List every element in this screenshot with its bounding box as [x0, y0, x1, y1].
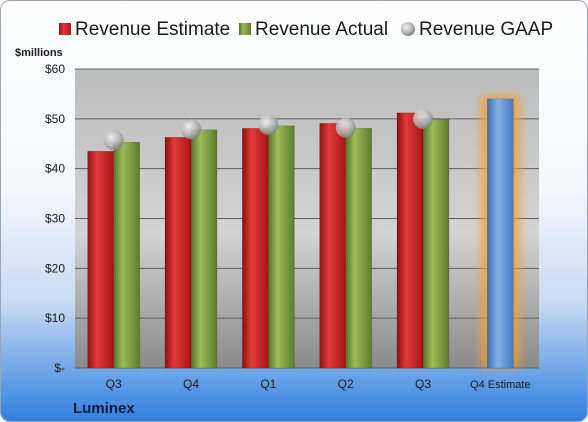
bars [87, 94, 521, 369]
legend-label-revenue-actual: Revenue Actual [255, 19, 388, 40]
x-tick-label: Q4 [183, 377, 199, 391]
revenue-actual-bar [422, 119, 450, 369]
revenue-gaap-marker [181, 119, 201, 140]
revenue-estimate-bar [242, 128, 269, 369]
y-tick-label: $- [54, 361, 65, 375]
legend-item-revenue-estimate: Revenue Estimate [59, 19, 230, 40]
legend-label-revenue-estimate: Revenue Estimate [75, 19, 230, 40]
y-tick-label: $40 [45, 162, 65, 176]
revenue-actual-bar [345, 128, 372, 369]
revenue-estimate-bar [396, 112, 424, 369]
y-tick-labels: $- $10 $20 $30 $40 $50 $60 [45, 62, 65, 375]
gaap-markers [103, 108, 433, 151]
revenue-gaap-marker [103, 130, 124, 151]
legend-swatch-revenue-estimate [59, 23, 71, 35]
x-tick-label: Q1 [260, 377, 276, 391]
y-tick-label: $60 [45, 62, 65, 76]
y-tick-label: $50 [45, 112, 65, 126]
x-tick-label: Q3 [415, 377, 431, 391]
company-name: Luminex [73, 400, 135, 417]
revenue-actual-bar [190, 129, 218, 369]
revenue-gaap-marker [413, 108, 433, 129]
x-tick-label: Q3 [106, 377, 122, 391]
revenue-estimate-bar [87, 150, 114, 369]
x-tick-label: Q2 [338, 377, 354, 391]
legend-item-revenue-gaap: Revenue GAAP [401, 19, 553, 40]
x-tick-label: Q4 Estimate [470, 379, 531, 391]
revenue-gaap-marker [335, 117, 356, 138]
gridlines [75, 68, 539, 369]
y-tick-label: $10 [45, 311, 65, 325]
revenue-estimate-bar [319, 123, 346, 369]
revenue-actual-bar [113, 142, 140, 369]
legend-swatch-revenue-actual [239, 23, 251, 35]
y-tick-label: $30 [45, 212, 65, 226]
revenue-gaap-marker [258, 114, 279, 135]
q4-estimate-bar [487, 98, 514, 369]
y-tick-label: $20 [45, 261, 65, 275]
legend: Revenue Estimate Revenue Actual Revenue … [59, 19, 553, 40]
revenue-actual-bar [268, 125, 295, 369]
legend-item-revenue-actual: Revenue Actual [239, 19, 388, 40]
revenue-estimate-bar [164, 137, 192, 369]
legend-marker-revenue-gaap [401, 22, 415, 36]
legend-label-revenue-gaap: Revenue GAAP [419, 19, 553, 40]
x-tick-labels: Q3 Q4 Q1 Q2 Q3 Q4 Estimate [106, 377, 531, 391]
y-axis-unit-label: $millions [15, 47, 63, 59]
